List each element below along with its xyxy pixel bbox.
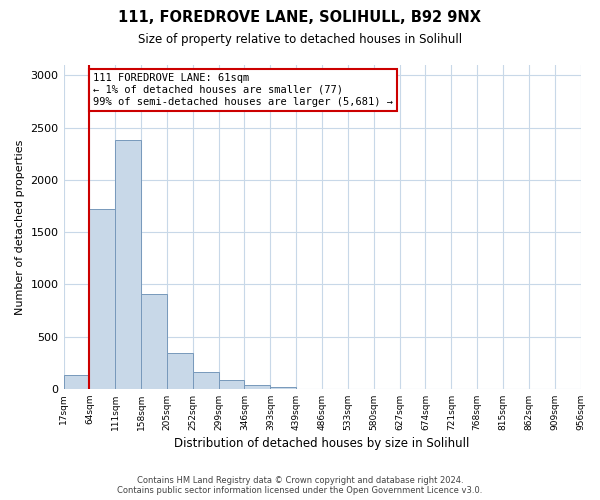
X-axis label: Distribution of detached houses by size in Solihull: Distribution of detached houses by size … (175, 437, 470, 450)
Bar (141, 294, 167, 389)
Bar (167, 353, 193, 389)
Text: 111, FOREDROVE LANE, SOLIHULL, B92 9NX: 111, FOREDROVE LANE, SOLIHULL, B92 9NX (119, 10, 482, 25)
Bar (89, 209, 115, 389)
Bar (218, 380, 244, 389)
Text: 111 FOREDROVE LANE: 61sqm
← 1% of detached houses are smaller (77)
99% of semi-d: 111 FOREDROVE LANE: 61sqm ← 1% of detach… (93, 74, 393, 106)
Text: Size of property relative to detached houses in Solihull: Size of property relative to detached ho… (138, 32, 462, 46)
Bar (244, 385, 271, 389)
Bar (115, 140, 141, 389)
Bar (64, 375, 89, 389)
Y-axis label: Number of detached properties: Number of detached properties (15, 139, 25, 314)
Bar (271, 386, 296, 389)
Bar (193, 372, 218, 389)
Text: Contains HM Land Registry data © Crown copyright and database right 2024.
Contai: Contains HM Land Registry data © Crown c… (118, 476, 482, 495)
